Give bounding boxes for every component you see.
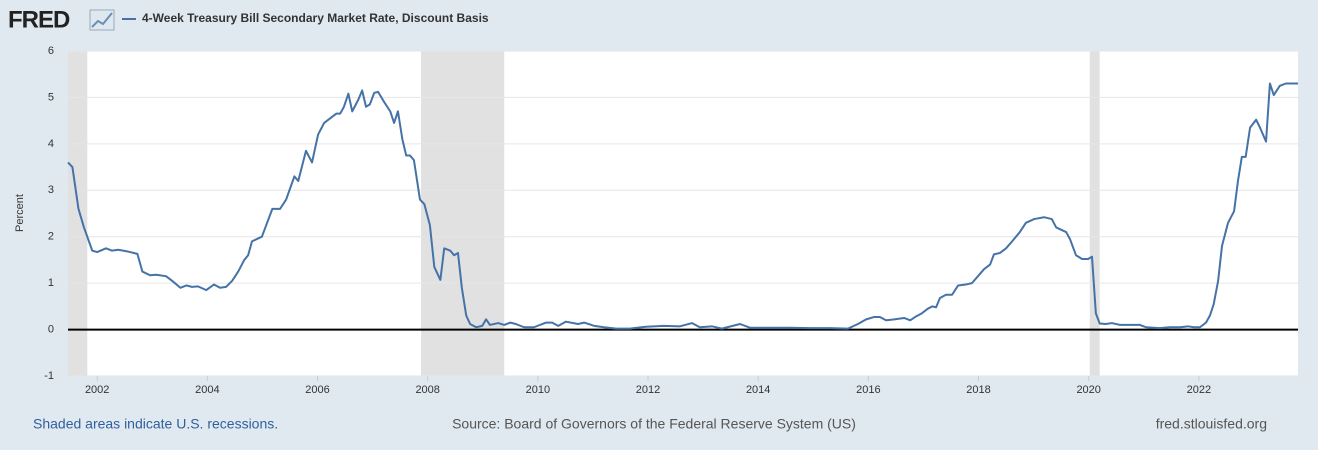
legend-label: 4-Week Treasury Bill Secondary Market Ra… [142, 11, 489, 25]
plot-layer: -1 0 1 2 3 4 5 6 2002 2004 2006 2008 2010 2012 2014 201… [44, 45, 1298, 396]
x-tick-label: 2004 [195, 384, 219, 396]
recession-shade [421, 51, 505, 376]
x-tick-label: 2016 [856, 384, 880, 396]
x-tick-label: 2008 [415, 384, 439, 396]
logo-icon [89, 9, 115, 31]
source-note: Source: Board of Governors of the Federa… [452, 416, 856, 432]
recession-shade [1089, 51, 1100, 376]
x-tick-label: 2020 [1076, 384, 1100, 396]
plot-area [68, 51, 1298, 376]
y-tick-label: 4 [48, 138, 54, 150]
y-axis-label: Percent [14, 194, 26, 232]
x-tick-label: 2022 [1187, 384, 1211, 396]
x-tick-label: 2002 [85, 384, 109, 396]
recession-note[interactable]: Shaded areas indicate U.S. recessions. [33, 416, 278, 432]
x-tick-label: 2006 [305, 384, 329, 396]
site-url[interactable]: fred.stlouisfed.org [1156, 416, 1267, 432]
x-tick-label: 2014 [746, 384, 770, 396]
y-tick-label: 0 [48, 323, 54, 335]
x-tick-label: 2012 [636, 384, 660, 396]
y-tick-label: 3 [48, 184, 54, 196]
y-tick-label: -1 [44, 370, 54, 382]
x-tick-label: 2018 [966, 384, 990, 396]
y-tick-label: 1 [48, 277, 54, 289]
y-tick-label: 6 [48, 45, 54, 57]
y-tick-label: 5 [48, 91, 54, 103]
x-tick-label: 2010 [526, 384, 550, 396]
brand-logo: FRED [8, 6, 70, 33]
series-line [67, 82, 1298, 330]
recession-shade [68, 51, 88, 376]
y-tick-label: 2 [48, 231, 54, 243]
